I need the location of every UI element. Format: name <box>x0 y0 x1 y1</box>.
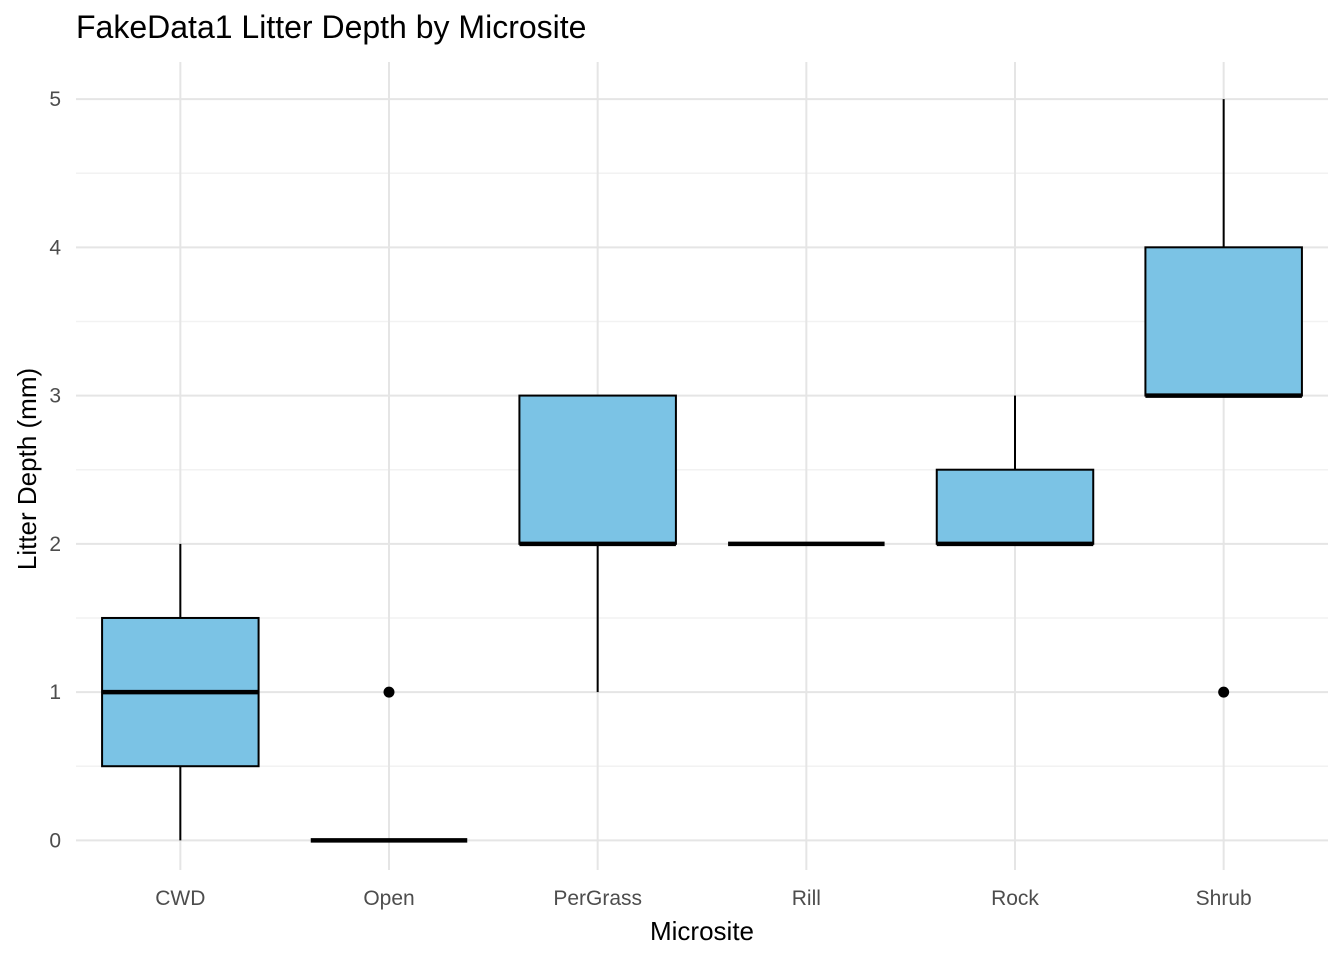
x-tick-label: Rill <box>792 887 821 910</box>
box-layer <box>101 99 1303 843</box>
y-tick-label: 2 <box>49 533 61 556</box>
box-open <box>310 686 468 843</box>
box-cwd <box>101 543 260 841</box>
x-tick-label: Rock <box>991 887 1039 910</box>
chart-title: FakeData1 Litter Depth by Microsite <box>76 9 586 45</box>
y-tick-label: 0 <box>49 829 61 852</box>
y-tick-label: 3 <box>49 385 61 408</box>
y-axis-title: Litter Depth (mm) <box>12 368 42 570</box>
x-tick-label: Shrub <box>1196 887 1252 910</box>
tick-layer: 0 1 2 3 4 5 CWD Open PerGrass Rill Rock Shrub <box>49 88 1251 910</box>
y-tick-label: 5 <box>49 88 61 111</box>
box-pergrass <box>518 394 677 693</box>
x-axis-title: Microsite <box>650 916 754 946</box>
y-tick-label: 4 <box>49 236 61 259</box>
x-tick-label: CWD <box>155 887 205 910</box>
iqr-box <box>1144 246 1303 397</box>
outlier-point <box>1218 686 1230 698</box>
iqr-box <box>518 394 677 545</box>
box-rock <box>935 395 1095 547</box>
iqr-box <box>935 468 1095 545</box>
grid-layer <box>76 62 1328 870</box>
box-shrub <box>1144 99 1303 698</box>
x-tick-label: PerGrass <box>553 887 642 910</box>
x-tick-label: Open <box>363 887 414 910</box>
outlier-point <box>383 686 395 698</box>
y-tick-label: 1 <box>49 681 61 704</box>
